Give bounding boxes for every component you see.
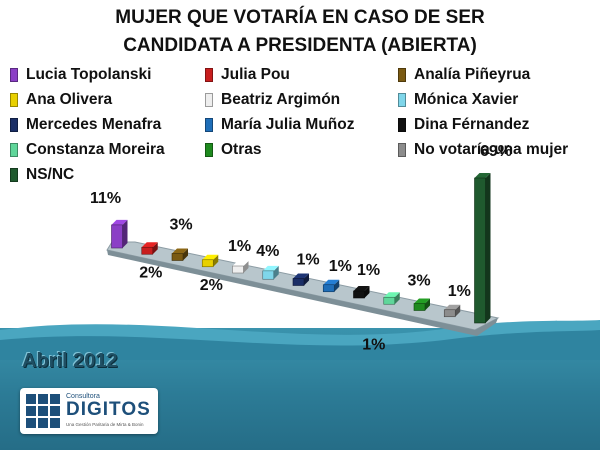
bar (474, 173, 491, 324)
bars-group (111, 173, 491, 324)
legend-label: Mercedes Menafra (26, 116, 162, 133)
legend-item: No votaría una mujer (398, 139, 568, 161)
data-label: 2% (139, 264, 162, 281)
digitos-logo: Consultora DIGITOS Una Gestión Paritaria… (20, 388, 158, 434)
legend: Lucia Topolanski Julia Pou Analía Piñeyrua… (10, 64, 600, 192)
legend-item: Otras (205, 139, 262, 161)
bar (443, 304, 461, 318)
legend-swatch (398, 93, 406, 107)
logo-small-text: Consultora (66, 393, 100, 400)
bar (292, 273, 309, 286)
legend-label: Dina Férnandez (414, 116, 530, 133)
logo-grid-icon (26, 394, 60, 428)
data-label: 11% (90, 190, 121, 207)
legend-swatch (10, 93, 18, 107)
legend-label: Otras (221, 141, 262, 158)
legend-label: No votaría una mujer (414, 141, 569, 158)
legend-label: Analía Piñeyrua (414, 66, 531, 83)
legend-swatch (398, 68, 406, 82)
bar (111, 219, 128, 249)
data-label: 1% (448, 283, 471, 300)
legend-label: Beatriz Argimón (221, 91, 341, 108)
legend-label: NS/NC (26, 166, 75, 183)
legend-item: Mercedes Menafra (10, 114, 161, 136)
bar (322, 279, 340, 293)
data-label: 1% (362, 336, 385, 353)
legend-swatch (10, 118, 18, 132)
legend-item: Dina Férnandez (398, 114, 529, 136)
bar (383, 292, 400, 305)
legend-swatch (398, 143, 406, 157)
chart-title: MUJER QUE VOTARÍA EN CASO DE SER CANDIDAT… (115, 7, 485, 56)
legend-swatch (205, 118, 213, 132)
bar (171, 248, 188, 261)
legend-item: Analía Piñeyrua (398, 64, 530, 86)
legend-swatch (10, 68, 18, 82)
data-label: 69% (480, 143, 512, 160)
bar (141, 242, 158, 255)
legend-label: Mónica Xavier (414, 91, 519, 108)
legend-item: Mónica Xavier (398, 89, 518, 111)
bar (413, 298, 430, 311)
data-labels-group: 11% 2% 3% 2% 1% 4% 1% 1% 1% 1% 3% 1% 69% (90, 143, 512, 353)
data-label: 4% (256, 243, 279, 260)
bar (201, 254, 219, 268)
legend-swatch (10, 168, 18, 182)
legend-label: Constanza Moreira (26, 141, 165, 158)
legend-item: NS/NC (10, 164, 74, 186)
date-label: Abril 2012 (22, 350, 118, 372)
legend-item: Beatriz Argimón (205, 89, 340, 111)
legend-item: Constanza Moreira (10, 139, 165, 161)
bar (232, 261, 249, 274)
legend-swatch (398, 118, 406, 132)
legend-label: Ana Olivera (26, 91, 113, 108)
legend-item: Lucia Topolanski (10, 64, 151, 86)
legend-label: Julia Pou (221, 66, 290, 83)
legend-swatch (205, 143, 213, 157)
legend-item: Ana Olivera (10, 89, 112, 111)
data-label: 1% (297, 252, 320, 269)
bar (353, 286, 370, 299)
bar (262, 265, 279, 280)
data-label: 1% (329, 258, 352, 275)
legend-label: María Julia Muñoz (221, 116, 355, 133)
logo-tagline: Una Gestión Paritaria de Mirta & Bonin (66, 422, 144, 427)
data-label: 1% (228, 238, 251, 255)
logo-name: DIGITOS (66, 399, 151, 420)
data-label: 2% (200, 277, 223, 294)
legend-label: Lucia Topolanski (26, 66, 152, 83)
chart-floor-shadow (107, 250, 498, 336)
legend-item: Julia Pou (205, 64, 290, 86)
legend-swatch (10, 143, 18, 157)
data-label: 3% (170, 217, 193, 234)
legend-swatch (205, 93, 213, 107)
legend-item: María Julia Muñoz (205, 114, 355, 136)
legend-swatch (205, 68, 213, 82)
data-label: 1% (357, 262, 380, 279)
data-label: 3% (408, 273, 431, 290)
